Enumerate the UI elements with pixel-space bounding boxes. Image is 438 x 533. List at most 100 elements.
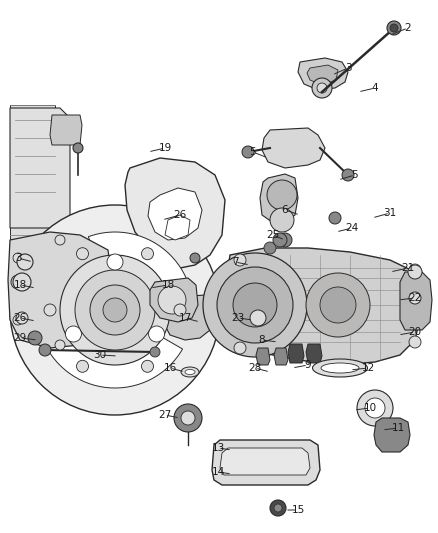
Circle shape — [13, 253, 23, 263]
Circle shape — [270, 208, 294, 232]
Circle shape — [317, 83, 327, 93]
Circle shape — [28, 331, 42, 345]
Text: 23: 23 — [231, 313, 245, 323]
Text: 13: 13 — [212, 443, 225, 453]
Polygon shape — [298, 58, 348, 90]
Circle shape — [44, 304, 56, 316]
Text: 20: 20 — [409, 327, 421, 337]
Ellipse shape — [321, 363, 359, 373]
Circle shape — [181, 411, 195, 425]
Circle shape — [312, 78, 332, 98]
Circle shape — [320, 287, 356, 323]
Circle shape — [17, 254, 33, 270]
Circle shape — [250, 310, 266, 326]
Text: 25: 25 — [266, 230, 279, 240]
Text: 30: 30 — [93, 350, 106, 360]
Ellipse shape — [312, 359, 367, 377]
Circle shape — [13, 315, 23, 325]
Polygon shape — [374, 418, 410, 452]
Polygon shape — [148, 188, 202, 240]
Circle shape — [409, 264, 421, 276]
Text: 19: 19 — [159, 143, 172, 153]
Circle shape — [387, 21, 401, 35]
Text: 11: 11 — [392, 423, 405, 433]
Circle shape — [11, 275, 25, 289]
Circle shape — [342, 169, 354, 181]
Text: 24: 24 — [346, 223, 359, 233]
Polygon shape — [222, 248, 422, 365]
Text: 16: 16 — [163, 363, 177, 373]
Circle shape — [408, 265, 422, 279]
Circle shape — [39, 344, 51, 356]
Circle shape — [75, 270, 155, 350]
Circle shape — [141, 360, 153, 372]
Circle shape — [107, 254, 123, 270]
Text: 26: 26 — [173, 210, 187, 220]
Ellipse shape — [181, 367, 199, 377]
Text: 27: 27 — [159, 410, 172, 420]
Circle shape — [306, 273, 370, 337]
Text: 3: 3 — [15, 253, 21, 263]
Text: 28: 28 — [248, 363, 261, 373]
Circle shape — [55, 340, 65, 350]
Circle shape — [150, 347, 160, 357]
Circle shape — [141, 248, 153, 260]
Circle shape — [217, 267, 293, 343]
Circle shape — [329, 212, 341, 224]
Text: 4: 4 — [372, 83, 378, 93]
Circle shape — [65, 326, 81, 342]
Text: 12: 12 — [361, 363, 374, 373]
Circle shape — [409, 336, 421, 348]
Circle shape — [234, 342, 246, 354]
Text: 6: 6 — [282, 205, 288, 215]
Text: 3: 3 — [345, 63, 351, 73]
Text: 7: 7 — [232, 257, 238, 267]
Circle shape — [13, 273, 31, 291]
Circle shape — [90, 285, 140, 335]
Circle shape — [273, 233, 287, 247]
Text: 29: 29 — [14, 333, 27, 343]
Text: 17: 17 — [178, 313, 192, 323]
Circle shape — [274, 504, 282, 512]
Bar — [10, 105, 55, 240]
Text: 5: 5 — [250, 147, 256, 157]
Circle shape — [233, 283, 277, 327]
Circle shape — [264, 242, 276, 254]
Circle shape — [357, 390, 393, 426]
Wedge shape — [42, 310, 183, 388]
Polygon shape — [150, 278, 198, 322]
Wedge shape — [88, 232, 193, 337]
Circle shape — [148, 326, 165, 342]
Polygon shape — [306, 344, 322, 363]
Polygon shape — [165, 215, 190, 240]
Polygon shape — [10, 108, 70, 228]
Text: 21: 21 — [401, 263, 415, 273]
Text: 14: 14 — [212, 467, 225, 477]
Circle shape — [267, 180, 297, 210]
Text: 31: 31 — [383, 208, 397, 218]
Circle shape — [174, 304, 186, 316]
Text: 22: 22 — [408, 293, 422, 303]
Circle shape — [234, 254, 246, 266]
Text: 26: 26 — [14, 313, 27, 323]
Circle shape — [55, 235, 65, 245]
Circle shape — [174, 404, 202, 432]
Circle shape — [278, 233, 292, 247]
Polygon shape — [260, 174, 298, 222]
Circle shape — [242, 146, 254, 158]
Text: 2: 2 — [405, 23, 411, 33]
Circle shape — [73, 143, 83, 153]
Polygon shape — [307, 65, 338, 85]
Circle shape — [77, 248, 88, 260]
Circle shape — [10, 205, 220, 415]
Polygon shape — [50, 115, 82, 145]
Text: 8: 8 — [259, 335, 265, 345]
Circle shape — [16, 312, 28, 324]
Circle shape — [409, 292, 421, 304]
Text: 15: 15 — [291, 505, 304, 515]
Circle shape — [60, 255, 170, 365]
Circle shape — [158, 286, 186, 314]
Circle shape — [365, 398, 385, 418]
Polygon shape — [274, 348, 288, 365]
Polygon shape — [262, 128, 325, 168]
